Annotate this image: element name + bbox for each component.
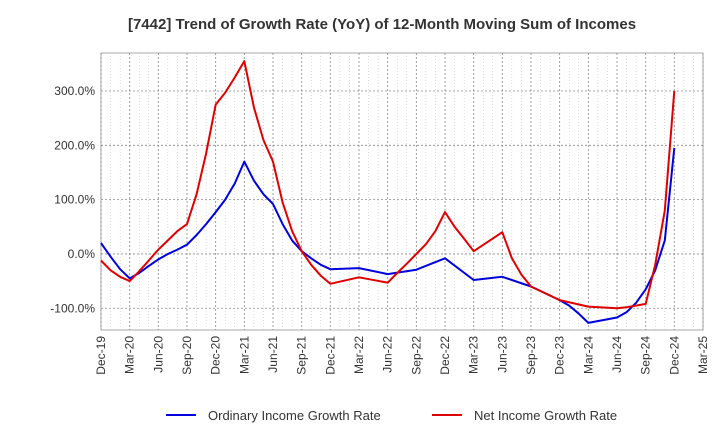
x-tick-label: Jun-23 [495,336,509,373]
y-tick-label: 200.0% [54,138,95,152]
y-tick-label: 100.0% [54,193,95,207]
x-tick-label: Jun-24 [610,336,624,373]
y-axis-ticks: 300.0% 200.0% 100.0% 0.0% -100.0% [50,84,95,315]
legend: Ordinary Income Growth Rate Net Income Gr… [166,408,617,423]
x-tick-label: Sep-24 [639,336,653,375]
x-tick-label: Sep-21 [295,336,309,375]
x-tick-label: Mar-20 [123,336,137,374]
x-tick-label: Jun-21 [266,336,280,373]
y-tick-label: 0.0% [68,247,96,261]
x-tick-label: Mar-22 [352,336,366,374]
chart-title: [7442] Trend of Growth Rate (YoY) of 12-… [128,16,636,33]
x-tick-label: Dec-22 [438,336,452,375]
x-axis-ticks: Dec-19 Mar-20 Jun-20 Sep-20 Dec-20 Mar-21 Jun-… [94,336,710,375]
x-tick-label: Jun-20 [151,336,165,373]
x-tick-label: Sep-20 [180,336,194,375]
x-tick-label: Dec-24 [667,336,681,375]
x-tick-label: Dec-19 [94,336,108,375]
legend-label: Ordinary Income Growth Rate [208,408,381,423]
legend-label: Net Income Growth Rate [474,408,617,423]
y-tick-label: -100.0% [50,301,95,315]
x-tick-label: Dec-21 [323,336,337,375]
series-lines [100,60,676,324]
x-tick-label: Dec-23 [553,336,567,375]
x-tick-label: Jun-22 [381,336,395,373]
x-tick-label: Mar-25 [696,336,710,374]
x-tick-label: Sep-23 [524,336,538,375]
x-tick-label: Mar-23 [467,336,481,374]
x-tick-label: Sep-22 [409,336,423,375]
x-tick-label: Mar-24 [581,336,595,374]
x-tick-label: Mar-21 [237,336,251,374]
x-tick-label: Dec-20 [209,336,223,375]
series-line-net-income [100,60,676,310]
plot-area [100,52,704,331]
y-tick-label: 300.0% [54,84,95,98]
grid-lines [100,53,704,330]
